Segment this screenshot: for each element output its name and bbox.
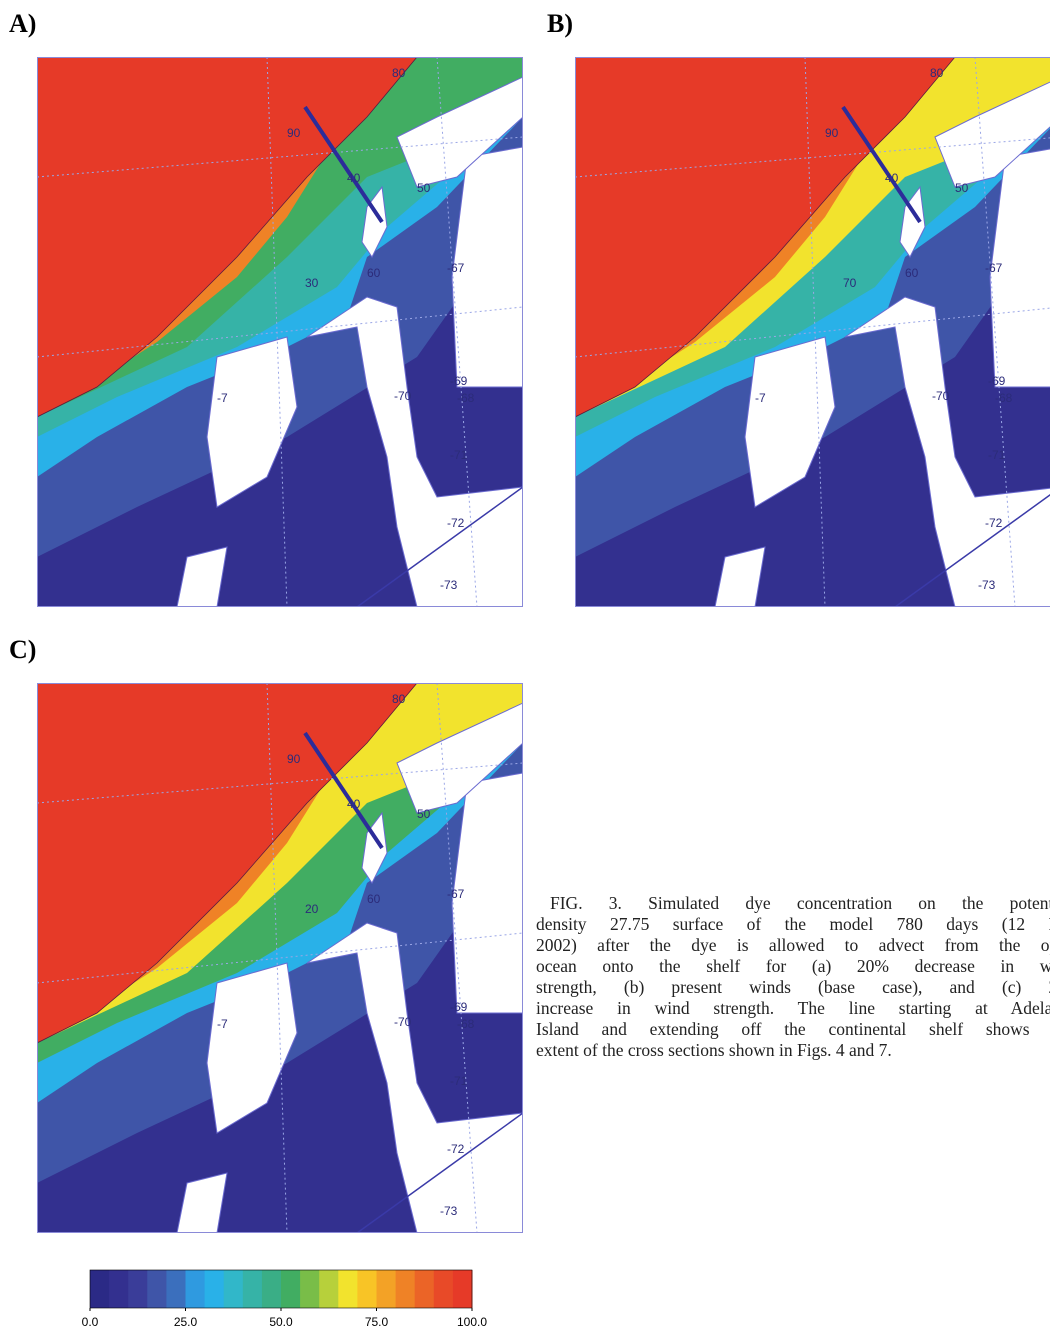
colorbar-swatch bbox=[90, 1270, 110, 1308]
map-label: 30 bbox=[305, 276, 319, 290]
map-label: -67 bbox=[447, 887, 465, 901]
map-panel: -67 -69 -70 -71 -72 -73 -68 -7 90 80 50 40 60 20 bbox=[37, 683, 523, 1233]
map-label: 40 bbox=[885, 171, 899, 185]
colorbar-swatch bbox=[281, 1270, 301, 1308]
map-label: -7 bbox=[217, 1017, 228, 1031]
map-label: -72 bbox=[447, 1142, 465, 1156]
map-label: 90 bbox=[825, 126, 839, 140]
caption-line: Island and extending off the continental… bbox=[536, 1019, 1050, 1040]
colorbar-swatch bbox=[262, 1270, 282, 1308]
colorbar-tick-label: 0.0 bbox=[82, 1315, 99, 1329]
colorbar-swatch bbox=[109, 1270, 129, 1308]
caption-line: strength, (b) present winds (base case),… bbox=[536, 977, 1050, 998]
map-label: 50 bbox=[955, 181, 969, 195]
map-label: -67 bbox=[985, 261, 1003, 275]
colorbar-swatch bbox=[300, 1270, 320, 1308]
map-label: -71 bbox=[450, 1074, 468, 1088]
map-label: -7 bbox=[755, 391, 766, 405]
map-label: -72 bbox=[985, 516, 1003, 530]
colorbar-swatch bbox=[396, 1270, 416, 1308]
caption-line: FIG. 3. Simulated dye concentration on t… bbox=[536, 893, 1050, 914]
map-label: -69 bbox=[450, 1000, 468, 1014]
panel-label: C) bbox=[9, 635, 36, 664]
caption-line: 2002) after the dye is allowed to advect… bbox=[536, 935, 1050, 956]
map-label: -68 bbox=[457, 1017, 475, 1031]
panel-label: A) bbox=[9, 9, 36, 38]
map-label: 20 bbox=[305, 902, 319, 916]
caption-line: ocean onto the shelf for (a) 20% decreas… bbox=[536, 956, 1050, 977]
caption-line: density 27.75 surface of the model 780 d… bbox=[536, 914, 1050, 935]
colorbar-swatch bbox=[453, 1270, 473, 1308]
colorbar-swatch bbox=[243, 1270, 263, 1308]
map-label: -70 bbox=[394, 389, 412, 403]
colorbar-tick-label: 75.0 bbox=[365, 1315, 389, 1329]
map-label: 80 bbox=[392, 692, 406, 706]
caption: FIG. 3. Simulated dye concentration on t… bbox=[536, 893, 1050, 1061]
colorbar-swatch bbox=[338, 1270, 358, 1308]
colorbar-swatch bbox=[224, 1270, 244, 1308]
colorbar-swatch bbox=[415, 1270, 435, 1308]
map-label: -69 bbox=[988, 374, 1006, 388]
map-label: 90 bbox=[287, 126, 301, 140]
map-panel: -67 -69 -70 -71 -72 -73 -68 -7 90 80 50 40 60 70 bbox=[575, 57, 1050, 607]
colorbar-swatch bbox=[357, 1270, 377, 1308]
map-label: 70 bbox=[843, 276, 857, 290]
map-panel: -67 -69 -70 -71 -72 -73 -68 -7 90 80 50 40 60 30 bbox=[37, 57, 523, 607]
panel-label: B) bbox=[547, 9, 573, 38]
colorbar-swatch bbox=[186, 1270, 206, 1308]
map-label: -67 bbox=[447, 261, 465, 275]
map-label: -7 bbox=[217, 391, 228, 405]
map-label: -68 bbox=[457, 391, 475, 405]
map-label: -71 bbox=[988, 448, 1006, 462]
map-label: 60 bbox=[367, 266, 381, 280]
colorbar-tick-label: 50.0 bbox=[269, 1315, 293, 1329]
colorbar-swatch bbox=[377, 1270, 397, 1308]
page: A)-67-69-70-71-72-73-68-7908050406030B)-… bbox=[0, 0, 1050, 1342]
map-label: 80 bbox=[930, 66, 944, 80]
map-label: -69 bbox=[450, 374, 468, 388]
caption-line: increase in wind strength. The line star… bbox=[536, 998, 1050, 1019]
map-label: -70 bbox=[394, 1015, 412, 1029]
map-label: -72 bbox=[447, 516, 465, 530]
colorbar-swatch bbox=[434, 1270, 454, 1308]
colorbar-swatch bbox=[147, 1270, 167, 1308]
caption-line: extent of the cross sections shown in Fi… bbox=[536, 1040, 1050, 1061]
colorbar-tick-label: 100.0 bbox=[457, 1315, 487, 1329]
map-label: 50 bbox=[417, 181, 431, 195]
map-label: -68 bbox=[995, 391, 1013, 405]
map-label: -73 bbox=[440, 1204, 458, 1218]
map-label: -71 bbox=[450, 448, 468, 462]
colorbar-tick-label: 25.0 bbox=[174, 1315, 198, 1329]
map-label: -70 bbox=[932, 389, 950, 403]
map-label: -73 bbox=[440, 578, 458, 592]
colorbar-swatch bbox=[166, 1270, 186, 1308]
colorbar-swatch bbox=[205, 1270, 225, 1308]
map-label: -73 bbox=[978, 578, 996, 592]
map-label: 60 bbox=[905, 266, 919, 280]
map-label: 80 bbox=[392, 66, 406, 80]
map-label: 90 bbox=[287, 752, 301, 766]
colorbar-swatch bbox=[128, 1270, 148, 1308]
figure: A)-67-69-70-71-72-73-68-7908050406030B)-… bbox=[0, 0, 1050, 1342]
map-label: 50 bbox=[417, 807, 431, 821]
colorbar-swatch bbox=[319, 1270, 339, 1308]
map-label: 60 bbox=[367, 892, 381, 906]
map-label: 40 bbox=[347, 797, 361, 811]
map-label: 40 bbox=[347, 171, 361, 185]
